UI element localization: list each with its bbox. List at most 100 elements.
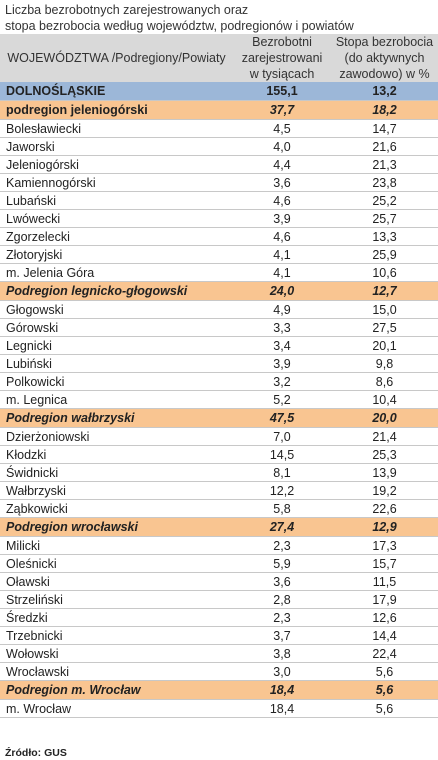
rate-cell: 11,5 [331, 572, 438, 591]
region-name-cell: m. Legnica [0, 390, 233, 409]
unemployed-cell: 4,1 [233, 245, 331, 264]
rate-cell: 10,4 [331, 390, 438, 409]
rate-cell: 15,0 [331, 300, 438, 319]
region-name-cell: Dzierżoniowski [0, 427, 233, 446]
county-row: Kłodzki 14,5 25,3 [0, 445, 438, 464]
unemployment-table: WOJEWÓDZTWA /Podregiony/Powiaty Bezrobot… [0, 34, 438, 718]
rate-cell: 13,3 [331, 227, 438, 246]
region-name-cell: Lwówecki [0, 209, 233, 228]
unemployed-cell: 27,4 [233, 517, 331, 537]
unemployed-cell: 4,6 [233, 227, 331, 246]
region-name-cell: Jaworski [0, 137, 233, 156]
region-name-cell: Milicki [0, 536, 233, 555]
county-row: Ząbkowicki 5,8 22,6 [0, 499, 438, 518]
unemployed-cell: 12,2 [233, 481, 331, 500]
header-rate-line: (do aktywnych [344, 51, 425, 65]
region-name-cell: Polkowicki [0, 372, 233, 391]
county-row: Wałbrzyski 12,2 19,2 [0, 481, 438, 500]
rate-cell: 19,2 [331, 481, 438, 500]
region-name-cell: Strzeliński [0, 590, 233, 609]
rate-cell: 18,2 [331, 100, 438, 120]
unemployed-cell: 4,6 [233, 191, 331, 210]
source-note: Źródło: GUS [5, 747, 67, 759]
unemployed-cell: 14,5 [233, 445, 331, 464]
unemployed-cell: 3,8 [233, 644, 331, 663]
rate-cell: 5,6 [331, 662, 438, 681]
unemployed-cell: 2,3 [233, 536, 331, 555]
header-unemployed-line: Bezrobotni [252, 35, 312, 49]
rate-cell: 8,6 [331, 372, 438, 391]
region-name-cell: Górowski [0, 318, 233, 337]
unemployed-cell: 18,4 [233, 680, 331, 700]
county-row: Oleśnicki 5,9 15,7 [0, 554, 438, 573]
rate-cell: 25,9 [331, 245, 438, 264]
county-row: Polkowicki 3,2 8,6 [0, 372, 438, 391]
rate-cell: 15,7 [331, 554, 438, 573]
rate-cell: 25,3 [331, 445, 438, 464]
rate-cell: 20,0 [331, 408, 438, 428]
rate-cell: 12,6 [331, 608, 438, 627]
rate-cell: 20,1 [331, 336, 438, 355]
unemployed-cell: 2,3 [233, 608, 331, 627]
region-name-cell: Trzebnicki [0, 626, 233, 645]
table-body: DOLNOŚLĄSKIE 155,1 13,2 podregion jeleniogó… [0, 82, 438, 718]
rate-cell: 21,6 [331, 137, 438, 156]
header-rate-line: zawodowo) w % [339, 67, 430, 81]
region-name-cell: Jeleniogórski [0, 155, 233, 174]
unemployed-cell: 3,7 [233, 626, 331, 645]
unemployed-cell: 3,4 [233, 336, 331, 355]
header-row: WOJEWÓDZTWA /Podregiony/Powiaty Bezrobot… [0, 34, 438, 82]
header-rate: Stopa bezrobocia (do aktywnych zawodowo)… [331, 34, 438, 82]
title-line-2: stopa bezrobocia według województw, podr… [5, 19, 354, 33]
header-rate-line: Stopa bezrobocia [335, 35, 434, 49]
unemployed-cell: 3,3 [233, 318, 331, 337]
county-row: Lubański 4,6 25,2 [0, 191, 438, 210]
rate-cell: 23,8 [331, 173, 438, 192]
header-unemployed-line: zarejestrowani [241, 51, 323, 65]
rate-cell: 12,9 [331, 517, 438, 537]
region-name-cell: Podregion m. Wrocław [0, 680, 233, 700]
region-name-cell: Kłodzki [0, 445, 233, 464]
rate-cell: 14,4 [331, 626, 438, 645]
county-row: Dzierżoniowski 7,0 21,4 [0, 427, 438, 446]
county-row: Jaworski 4,0 21,6 [0, 137, 438, 156]
rate-cell: 10,6 [331, 263, 438, 282]
region-name-cell: Świdnicki [0, 463, 233, 482]
rate-cell: 13,9 [331, 463, 438, 482]
unemployed-cell: 37,7 [233, 100, 331, 120]
region-name-cell: podregion jeleniogórski [0, 100, 233, 120]
subregion-row: Podregion wałbrzyski 47,5 20,0 [0, 408, 438, 428]
county-row: Wołowski 3,8 22,4 [0, 644, 438, 663]
unemployed-cell: 24,0 [233, 281, 331, 301]
county-row: m. Wrocław 18,4 5,6 [0, 699, 438, 718]
region-name-cell: Wołowski [0, 644, 233, 663]
unemployed-cell: 4,9 [233, 300, 331, 319]
unemployed-cell: 3,6 [233, 572, 331, 591]
region-name-cell: Lubiński [0, 354, 233, 373]
county-row: Świdnicki 8,1 13,9 [0, 463, 438, 482]
region-name-cell: Podregion wałbrzyski [0, 408, 233, 428]
subregion-row: Podregion legnicko-głogowski 24,0 12,7 [0, 281, 438, 301]
unemployed-cell: 4,5 [233, 119, 331, 138]
unemployed-cell: 18,4 [233, 699, 331, 718]
region-name-cell: Ząbkowicki [0, 499, 233, 518]
unemployed-cell: 3,9 [233, 209, 331, 228]
unemployed-cell: 7,0 [233, 427, 331, 446]
rate-cell: 25,2 [331, 191, 438, 210]
region-name-cell: DOLNOŚLĄSKIE [0, 82, 233, 101]
rate-cell: 21,4 [331, 427, 438, 446]
region-name-cell: m. Jelenia Góra [0, 263, 233, 282]
county-row: Oławski 3,6 11,5 [0, 572, 438, 591]
unemployed-cell: 3,9 [233, 354, 331, 373]
county-row: Milicki 2,3 17,3 [0, 536, 438, 555]
unemployed-cell: 4,1 [233, 263, 331, 282]
region-name-cell: Średzki [0, 608, 233, 627]
header-unemployed-line: w tysiącach [249, 67, 315, 81]
unemployed-cell: 4,4 [233, 155, 331, 174]
region-name-cell: Złotoryjski [0, 245, 233, 264]
rate-cell: 14,7 [331, 119, 438, 138]
voivodeship-row: DOLNOŚLĄSKIE 155,1 13,2 [0, 82, 438, 101]
unemployed-cell: 3,0 [233, 662, 331, 681]
subregion-row: podregion jeleniogórski 37,7 18,2 [0, 100, 438, 120]
county-row: Bolesławiecki 4,5 14,7 [0, 119, 438, 138]
